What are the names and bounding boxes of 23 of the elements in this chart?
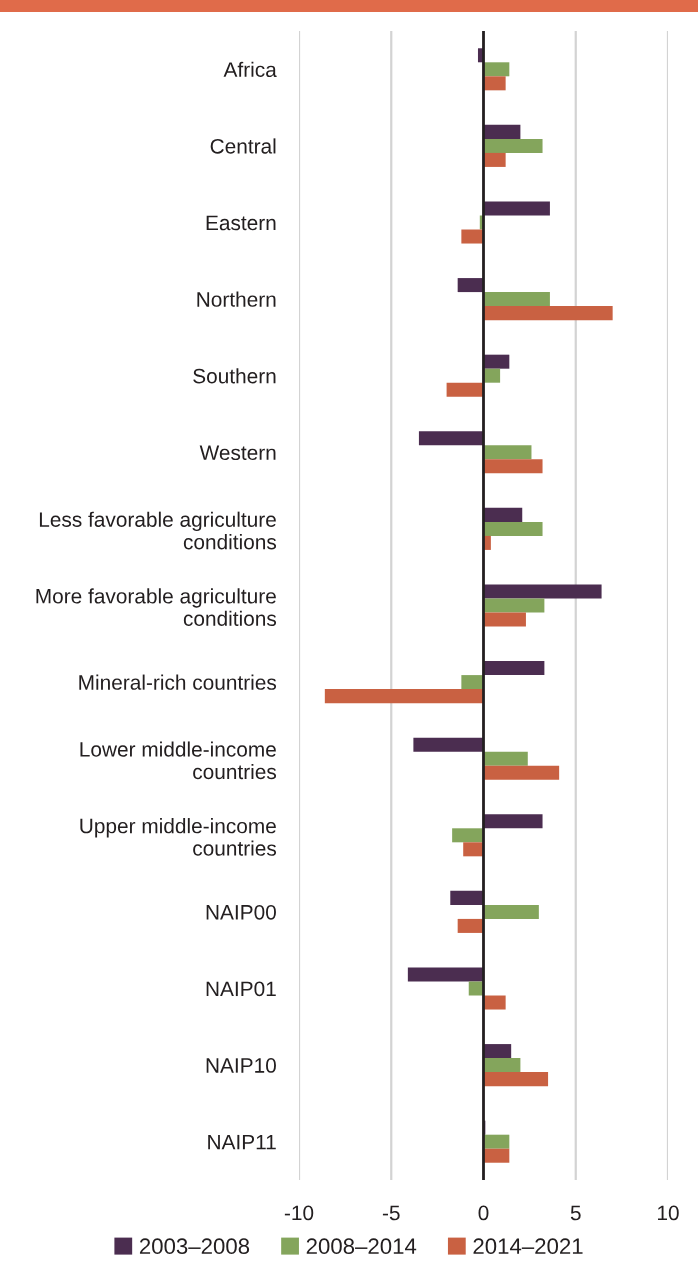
y-tick-label: Western <box>199 445 276 461</box>
y-tick-label: Central <box>210 138 276 154</box>
x-tick-label: -10 <box>284 1205 314 1221</box>
y-tick-label: Upper middle-income countries <box>80 818 277 856</box>
x-tick-label: 10 <box>658 1205 679 1221</box>
y-tick-label: NAIP10 <box>206 1058 276 1073</box>
legend-label: 2003–2008 <box>139 1238 250 1255</box>
y-tick-label: Lower middle-income countries <box>80 741 277 780</box>
x-tick-label: 0 <box>478 1205 489 1221</box>
legend-label: 2014–2021 <box>473 1238 583 1255</box>
y-tick-label: Mineral-rich countries <box>79 674 277 690</box>
y-tick-label: Africa <box>223 61 277 78</box>
y-tick-label: NAIP11 <box>208 1134 276 1150</box>
x-tick-label: -5 <box>382 1205 400 1221</box>
legend-label: 2008–2014 <box>306 1238 417 1255</box>
y-tick-label: Less favorable agriculture conditions <box>39 511 277 550</box>
y-tick-label: Southern <box>193 368 276 384</box>
y-tick-label: Northern <box>197 291 276 307</box>
y-tick-label: NAIP00 <box>206 904 276 920</box>
y-tick-label: Eastern <box>206 215 276 231</box>
x-tick-label: 5 <box>570 1205 581 1221</box>
y-tick-label: More favorable agriculture conditions <box>36 588 277 626</box>
y-tick-label: NAIP01 <box>206 981 276 997</box>
